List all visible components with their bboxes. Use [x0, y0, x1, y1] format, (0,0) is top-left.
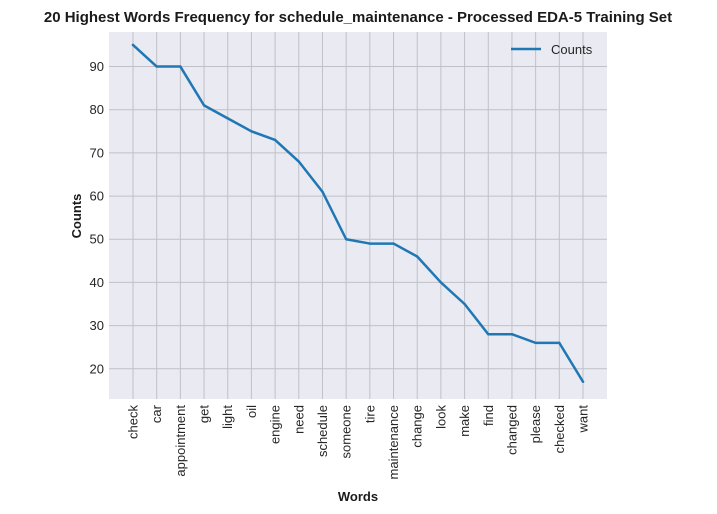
x-tick-label: engine — [268, 405, 283, 444]
x-tick-label: schedule — [315, 405, 330, 457]
x-tick-label: need — [291, 405, 306, 434]
x-tick-label: check — [126, 405, 141, 439]
data-point — [321, 190, 324, 193]
data-point — [439, 281, 443, 284]
data-point — [463, 302, 466, 306]
x-tick-label: light — [220, 405, 235, 429]
data-point — [131, 43, 135, 47]
x-axis-label: Words — [338, 489, 378, 504]
x-tick-label: look — [433, 405, 448, 429]
x-tick-label: oil — [244, 405, 259, 418]
legend: Counts — [511, 42, 593, 57]
data-point — [297, 160, 300, 163]
x-tick-label: appointment — [173, 405, 188, 477]
y-tick-label: 90 — [90, 59, 104, 74]
x-tick-label: someone — [339, 405, 354, 458]
x-tick-label: get — [197, 405, 212, 423]
x-tick-label: maintenance — [386, 405, 401, 479]
data-point — [487, 333, 490, 336]
x-tick-label: make — [457, 405, 472, 437]
x-tick-label: want — [576, 405, 591, 434]
grid-lines — [109, 32, 607, 399]
data-point — [534, 341, 537, 345]
y-axis-ticks: 20 30 40 50 60 70 80 90 — [90, 59, 104, 376]
y-tick-label: 50 — [90, 232, 104, 247]
data-point — [510, 333, 514, 336]
data-point — [392, 242, 395, 245]
y-tick-label: 80 — [90, 102, 104, 117]
x-tick-label: please — [528, 405, 543, 443]
y-tick-label: 70 — [90, 145, 104, 160]
x-tick-label: car — [149, 404, 164, 423]
data-point — [155, 65, 158, 68]
plot-area — [109, 32, 607, 399]
y-tick-label: 20 — [90, 361, 104, 376]
x-tick-label: checked — [552, 405, 567, 453]
y-tick-label: 40 — [90, 275, 104, 290]
x-tick-label: tire — [362, 405, 377, 423]
data-point — [416, 255, 419, 258]
data-point — [202, 104, 206, 107]
data-point — [179, 65, 182, 68]
data-point — [368, 242, 372, 245]
legend-label: Counts — [551, 42, 593, 57]
y-tick-label: 30 — [90, 318, 104, 333]
x-tick-label: change — [410, 405, 425, 448]
x-tick-label: find — [481, 405, 496, 426]
data-point — [344, 238, 348, 241]
chart-title: 20 Highest Words Frequency for schedule_… — [44, 9, 672, 26]
series-line — [131, 43, 585, 383]
data-point — [226, 117, 229, 120]
x-axis-ticks: check car appointment get light oil engine need… — [126, 404, 591, 479]
data-point — [558, 341, 561, 345]
x-tick-label: changed — [504, 405, 519, 455]
y-tick-label: 60 — [90, 189, 104, 204]
series-layer — [131, 43, 585, 383]
data-point — [581, 380, 585, 383]
y-axis-label: Counts — [69, 194, 84, 239]
data-point — [250, 130, 253, 133]
data-point — [273, 138, 277, 142]
